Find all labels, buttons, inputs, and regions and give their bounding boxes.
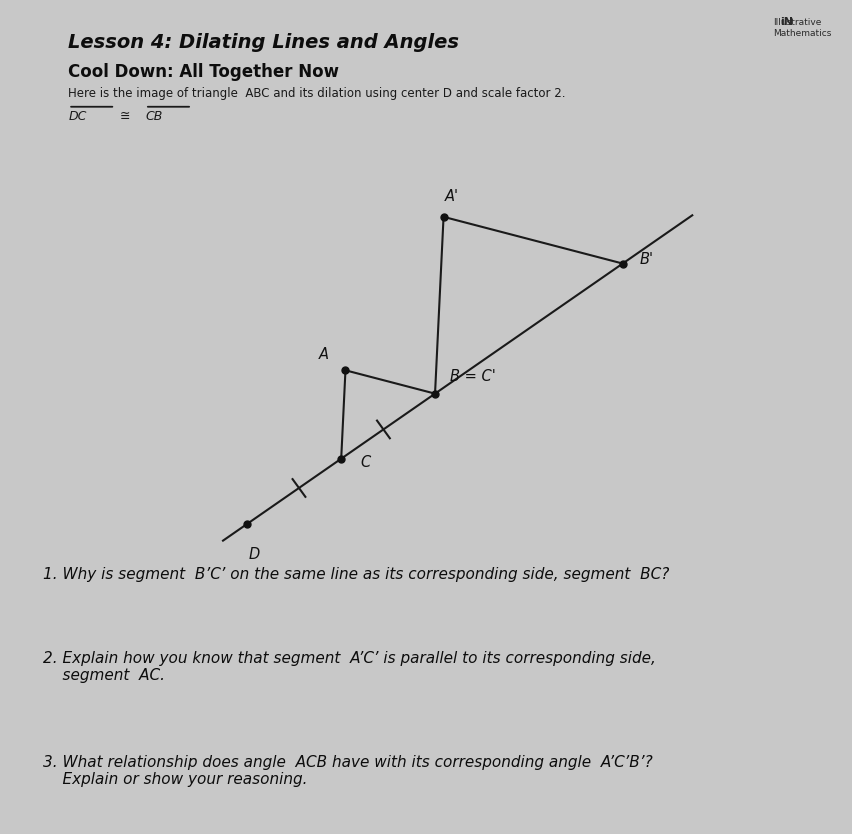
Text: A': A' (445, 189, 458, 204)
Text: 1. Why is segment  B’C’ on the same line as its corresponding side, segment  BC?: 1. Why is segment B’C’ on the same line … (43, 567, 668, 582)
Text: C: C (360, 455, 370, 470)
Text: DC: DC (68, 110, 87, 123)
Text: B = C': B = C' (450, 369, 496, 384)
Text: Cool Down: All Together Now: Cool Down: All Together Now (68, 63, 339, 81)
Text: iN: iN (780, 17, 792, 27)
Text: A: A (318, 347, 328, 362)
Text: ≅: ≅ (119, 110, 130, 123)
Text: Here is the image of triangle  ABC and its dilation using center D and scale fac: Here is the image of triangle ABC and it… (68, 87, 565, 100)
Text: 2. Explain how you know that segment  A’C’ is parallel to its corresponding side: 2. Explain how you know that segment A’C… (43, 651, 654, 683)
Text: 3. What relationship does angle  ACB have with its corresponding angle  A’C’B’?
: 3. What relationship does angle ACB have… (43, 755, 652, 787)
Text: B': B' (639, 252, 653, 267)
Text: D: D (248, 547, 260, 562)
Text: Lesson 4: Dilating Lines and Angles: Lesson 4: Dilating Lines and Angles (68, 33, 458, 53)
Text: CB: CB (145, 110, 162, 123)
Text: Illustrative
Mathematics: Illustrative Mathematics (773, 18, 831, 38)
